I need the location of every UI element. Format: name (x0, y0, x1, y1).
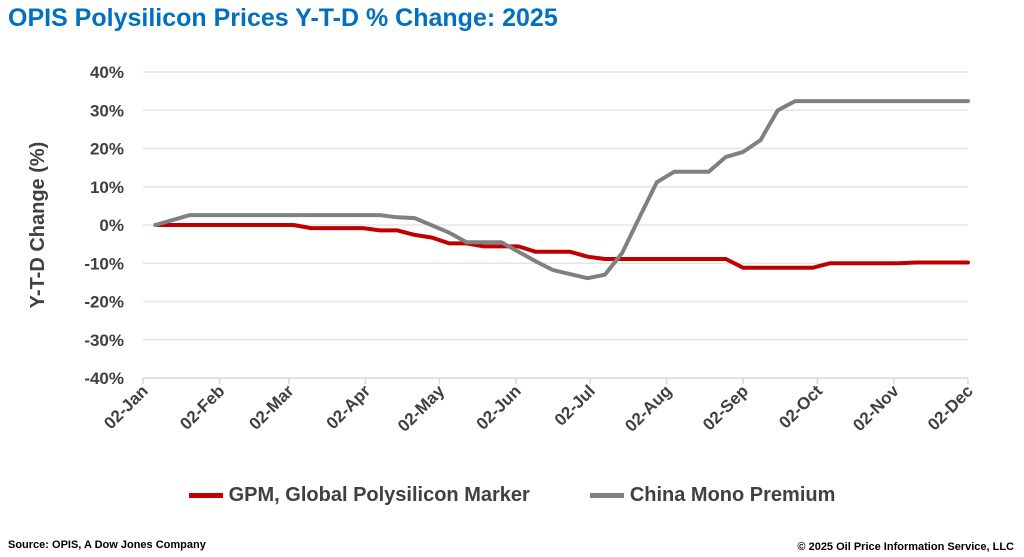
legend-swatch-gpm (188, 493, 223, 498)
y-tick-label: 0% (99, 216, 124, 235)
legend-item-china-mono: China Mono Premium (589, 484, 836, 507)
y-tick-labels: 40% 30% 20% 10% 0% -10% -20% -30% -40% (84, 63, 124, 388)
y-tick-label: 20% (90, 140, 124, 159)
y-axis-label: Y-T-D Change (%) (27, 142, 49, 309)
chart-title: OPIS Polysilicon Prices Y-T-D % Change: … (8, 4, 558, 32)
legend-swatch-china-mono (589, 493, 624, 498)
legend-label-china-mono: China Mono Premium (629, 484, 836, 506)
x-tick-label: 02-Oct (775, 381, 826, 432)
x-tick-label: 02-Nov (849, 381, 903, 435)
y-tick-label: -30% (84, 331, 124, 350)
x-tick-marks (142, 378, 969, 384)
x-tick-labels: 02-Jan 02-Feb 02-Mar 02-Apr 02-May 02-Jun 02-J… (100, 381, 977, 436)
y-tick-label: -20% (84, 293, 124, 312)
x-tick-label: 02-Mar (245, 381, 297, 433)
x-tick-label: 02-Sep (699, 381, 752, 434)
series-line-gpm (153, 223, 970, 270)
y-tick-label: -40% (84, 369, 124, 388)
legend: GPM, Global Polysilicon Marker China Mon… (0, 484, 1024, 507)
x-tick-label: 02-Jul (551, 381, 599, 429)
y-tick-label: 40% (90, 63, 124, 82)
y-tick-label: 30% (90, 101, 124, 120)
x-tick-label: 02-May (394, 381, 449, 436)
x-tick-label: 02-Dec (924, 381, 977, 434)
y-tick-label: 10% (90, 178, 124, 197)
x-tick-label: 02-Jan (100, 381, 152, 433)
y-tick-label: -10% (84, 254, 124, 273)
copyright-note: © 2025 Oil Price Information Service, LL… (797, 541, 1014, 553)
x-tick-label: 02-Apr (323, 381, 375, 433)
x-tick-label: 02-Aug (621, 381, 675, 435)
x-tick-label: 02-Jun (473, 381, 525, 433)
legend-item-gpm: GPM, Global Polysilicon Marker (188, 484, 530, 507)
series-lines (153, 99, 970, 281)
source-note: Source: OPIS, A Dow Jones Company (8, 539, 206, 551)
x-tick-label: 02-Feb (176, 381, 228, 433)
gridlines (143, 71, 968, 341)
legend-label-gpm: GPM, Global Polysilicon Marker (228, 484, 530, 506)
